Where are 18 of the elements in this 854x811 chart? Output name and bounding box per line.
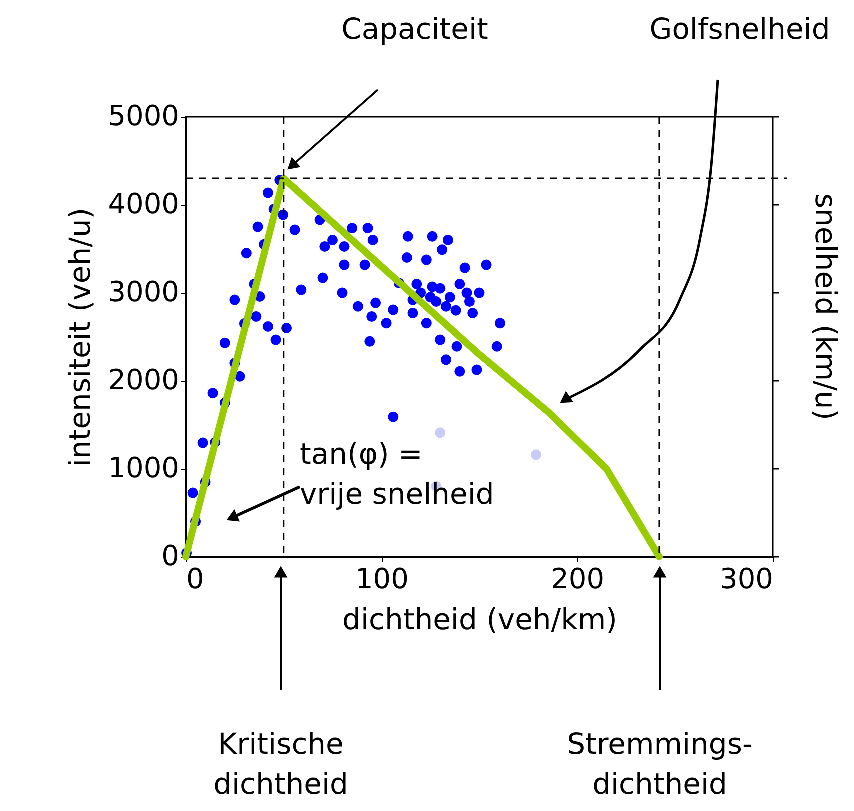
y-tick-label: 0 — [162, 540, 180, 572]
y2-axis-title: snelheid (km/u) — [809, 193, 843, 421]
y-tick-label: 2000 — [108, 364, 180, 396]
x-tick-label: 300 — [720, 562, 774, 596]
text: Stremmings- dichtheid — [567, 727, 753, 801]
text: Golfsnelheid — [650, 12, 830, 46]
y-tick-label: 1000 — [108, 452, 180, 484]
x-tick-label: 100 — [355, 562, 409, 596]
y-tick-label: 3000 — [108, 276, 180, 308]
annotation: tan(φ) = vrije snelheid — [300, 437, 494, 511]
y-tick-label: 5000 — [108, 100, 180, 132]
x-axis-title: dichtheid (veh/km) — [342, 602, 618, 636]
text: Kritische dichtheid — [214, 727, 348, 801]
y-tick-label: 4000 — [108, 188, 180, 220]
text: Capaciteit — [342, 12, 488, 46]
y-axis-title: intensiteit (veh/u) — [63, 208, 98, 468]
x-tick-label: 0 — [186, 562, 204, 596]
x-tick-label: 200 — [551, 562, 605, 596]
